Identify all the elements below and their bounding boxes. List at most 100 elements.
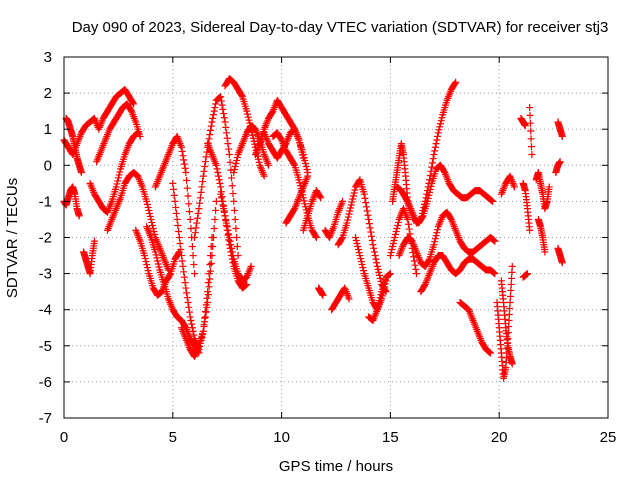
data-point (209, 114, 217, 122)
data-point (199, 327, 207, 335)
data-point (345, 295, 353, 303)
data-point (375, 268, 383, 276)
data-point (154, 260, 162, 268)
data-point (215, 176, 223, 184)
data-point (418, 213, 426, 221)
series-arc13 (191, 93, 242, 260)
data-point (200, 167, 208, 175)
data-point (390, 237, 398, 245)
data-point (151, 230, 159, 238)
data-point (198, 183, 206, 191)
data-point (178, 143, 186, 151)
data-point (432, 140, 440, 148)
data-point (507, 286, 515, 294)
data-point (485, 348, 493, 356)
data-point (521, 122, 529, 130)
data-point (183, 184, 191, 192)
series-arc41 (526, 104, 536, 158)
data-point (412, 265, 420, 273)
data-point (210, 107, 218, 115)
data-point (231, 163, 239, 171)
data-point (189, 327, 197, 335)
data-point (227, 241, 235, 249)
data-point (221, 212, 229, 220)
data-point (370, 248, 378, 256)
data-point (206, 131, 214, 139)
data-point (297, 145, 305, 153)
data-point (219, 105, 227, 113)
data-point (178, 252, 186, 260)
data-point (302, 163, 310, 171)
data-point (401, 193, 409, 201)
data-point (204, 291, 212, 299)
data-point (114, 174, 122, 182)
data-point (367, 228, 375, 236)
data-point (440, 167, 448, 175)
data-point (228, 248, 236, 256)
grid (64, 57, 608, 418)
data-point (183, 294, 191, 302)
data-point (191, 229, 199, 237)
data-point (208, 118, 216, 126)
data-point (344, 216, 352, 224)
y-tick-label: -4 (39, 302, 52, 319)
data-point (527, 127, 535, 135)
data-point (75, 212, 83, 220)
data-point (150, 227, 158, 235)
x-axis-label: GPS time / hours (279, 458, 393, 475)
data-point (136, 132, 144, 140)
series-arc23 (315, 284, 327, 299)
data-point (222, 123, 230, 131)
data-point (407, 240, 415, 248)
data-point (348, 198, 356, 206)
data-point (207, 243, 215, 251)
data-point (486, 348, 494, 356)
data-point (523, 270, 531, 278)
data-point (251, 140, 259, 148)
data-point (344, 213, 352, 221)
y-tick-label: -7 (39, 410, 52, 427)
series-arc15 (217, 190, 255, 285)
data-point (377, 291, 385, 299)
data-point (199, 330, 207, 338)
data-point (184, 192, 192, 200)
y-tick-label: 2 (44, 85, 52, 102)
series-arc37 (497, 277, 516, 368)
data-point (170, 185, 178, 193)
data-point (223, 134, 231, 142)
data-point (225, 145, 233, 153)
data-point (352, 234, 360, 241)
data-point (290, 206, 298, 214)
data-point (130, 100, 138, 108)
data-point (394, 218, 402, 226)
data-point (452, 78, 460, 86)
axis-ticks: 0 5 10 15 20 25 -7 -6 -5 -4 -3 -2 -1 0 1 2 3 (39, 49, 617, 446)
data-point (347, 201, 355, 209)
data-point (178, 147, 186, 155)
y-tick-label: -6 (39, 374, 52, 391)
y-tick-label: -5 (39, 338, 52, 355)
data-point (376, 271, 384, 279)
data-point (489, 236, 497, 244)
data-point (436, 123, 444, 131)
series-arc40 (519, 179, 534, 234)
data-point (290, 160, 298, 168)
data-point (179, 152, 187, 160)
data-point (230, 166, 238, 174)
data-point (296, 139, 304, 147)
data-point (205, 135, 213, 143)
data-point (302, 159, 310, 167)
data-point (230, 197, 238, 205)
data-point (368, 232, 376, 240)
data-point (197, 336, 205, 344)
y-tick-label: 1 (44, 121, 52, 138)
data-point (228, 244, 236, 252)
data-point (207, 252, 215, 260)
series-arc31 (393, 161, 497, 227)
data-point (223, 223, 231, 231)
data-point (217, 183, 225, 191)
data-point (392, 227, 400, 235)
data-point (250, 137, 258, 145)
data-point (141, 255, 149, 263)
data-point (405, 220, 413, 228)
